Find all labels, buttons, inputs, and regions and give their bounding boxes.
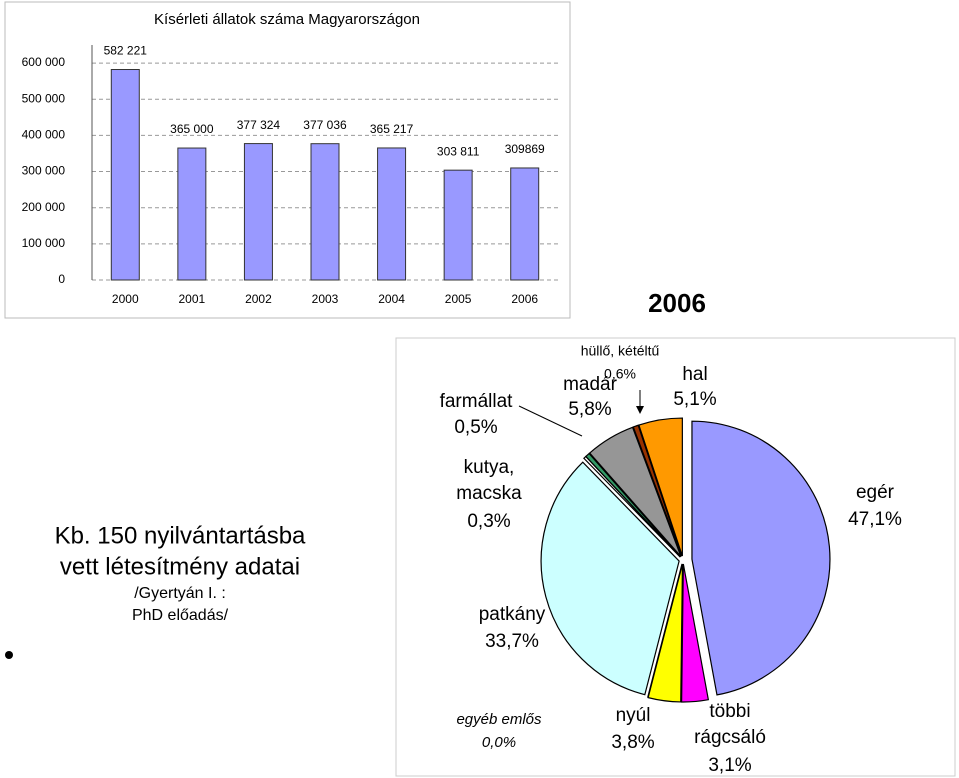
bar xyxy=(243,143,273,281)
slice-name: egyéb emlős xyxy=(456,711,542,728)
slice-value: 0,6% xyxy=(604,366,636,382)
y-tick-label: 400 000 xyxy=(22,128,66,142)
bar xyxy=(310,143,340,281)
slice-name: madár xyxy=(563,374,618,395)
leader-line xyxy=(518,405,583,437)
source-line: /Gyertyán I. : xyxy=(134,585,226,602)
slice-value: 3,1% xyxy=(708,755,751,776)
x-tick-label: 2003 xyxy=(312,292,339,306)
value-label: 377 324 xyxy=(237,118,281,132)
slice-name: kutya, macska xyxy=(456,457,522,504)
bar xyxy=(177,147,207,281)
x-tick-label: 2006 xyxy=(511,292,538,306)
slice-name: hal xyxy=(682,364,707,385)
value-label: 377 036 xyxy=(303,118,347,132)
pie-slice xyxy=(638,417,683,557)
pie-title: 2006 xyxy=(648,288,706,318)
source-line: PhD előadás/ xyxy=(132,607,229,624)
x-tick-label: 2001 xyxy=(179,292,206,306)
bar xyxy=(377,147,407,281)
y-tick-label: 0 xyxy=(58,272,65,286)
slice-value: 0,5% xyxy=(454,417,497,438)
value-label: 365 217 xyxy=(370,122,414,136)
pie-slice xyxy=(632,424,683,557)
slice-value: 0,0% xyxy=(482,734,516,751)
slice-value: 0,3% xyxy=(467,511,510,532)
bar xyxy=(443,169,473,281)
slice-value: 3,8% xyxy=(611,732,654,753)
y-tick-label: 200 000 xyxy=(22,200,66,214)
bar xyxy=(110,69,140,281)
value-label: 582 221 xyxy=(104,44,148,58)
y-tick-label: 100 000 xyxy=(22,236,66,250)
pie-slice xyxy=(584,452,681,558)
value-label: 365 000 xyxy=(170,122,214,136)
pie-slice xyxy=(691,420,831,696)
slice-name: farmállat xyxy=(440,391,514,412)
slice-name: egér xyxy=(856,482,895,503)
slice-name: patkány xyxy=(479,604,546,625)
pie-slice xyxy=(588,426,682,557)
note-line: vett létesítmény adatai xyxy=(60,553,300,580)
bar xyxy=(510,167,540,281)
bullet xyxy=(5,651,13,659)
slice-value: 47,1% xyxy=(848,509,902,530)
bar-title: Kísérleti állatok száma Magyarországon xyxy=(154,11,420,28)
note-line: Kb. 150 nyilvántartásba xyxy=(55,522,306,549)
pie-slice xyxy=(680,563,710,703)
y-tick-label: 500 000 xyxy=(22,91,66,105)
x-tick-label: 2004 xyxy=(378,292,405,306)
value-label: 303 811 xyxy=(437,144,480,158)
x-tick-label: 2005 xyxy=(445,292,472,306)
slice-value: 33,7% xyxy=(485,631,539,652)
pie-slice xyxy=(540,461,680,696)
slice-name: hüllő, kétéltű xyxy=(581,343,660,359)
x-tick-label: 2002 xyxy=(245,292,272,306)
y-tick-label: 600 000 xyxy=(22,55,66,69)
slice-name: többi rágcsáló xyxy=(694,701,766,748)
slice-value: 5,1% xyxy=(673,389,716,410)
arrow-head xyxy=(636,406,644,414)
x-tick-label: 2000 xyxy=(112,292,139,306)
slice-name: nyúl xyxy=(616,705,651,726)
slice-value: 5,8% xyxy=(568,399,611,420)
bar-frame xyxy=(4,1,571,319)
value-label: 309869 xyxy=(505,142,545,156)
y-tick-label: 300 000 xyxy=(22,164,66,178)
